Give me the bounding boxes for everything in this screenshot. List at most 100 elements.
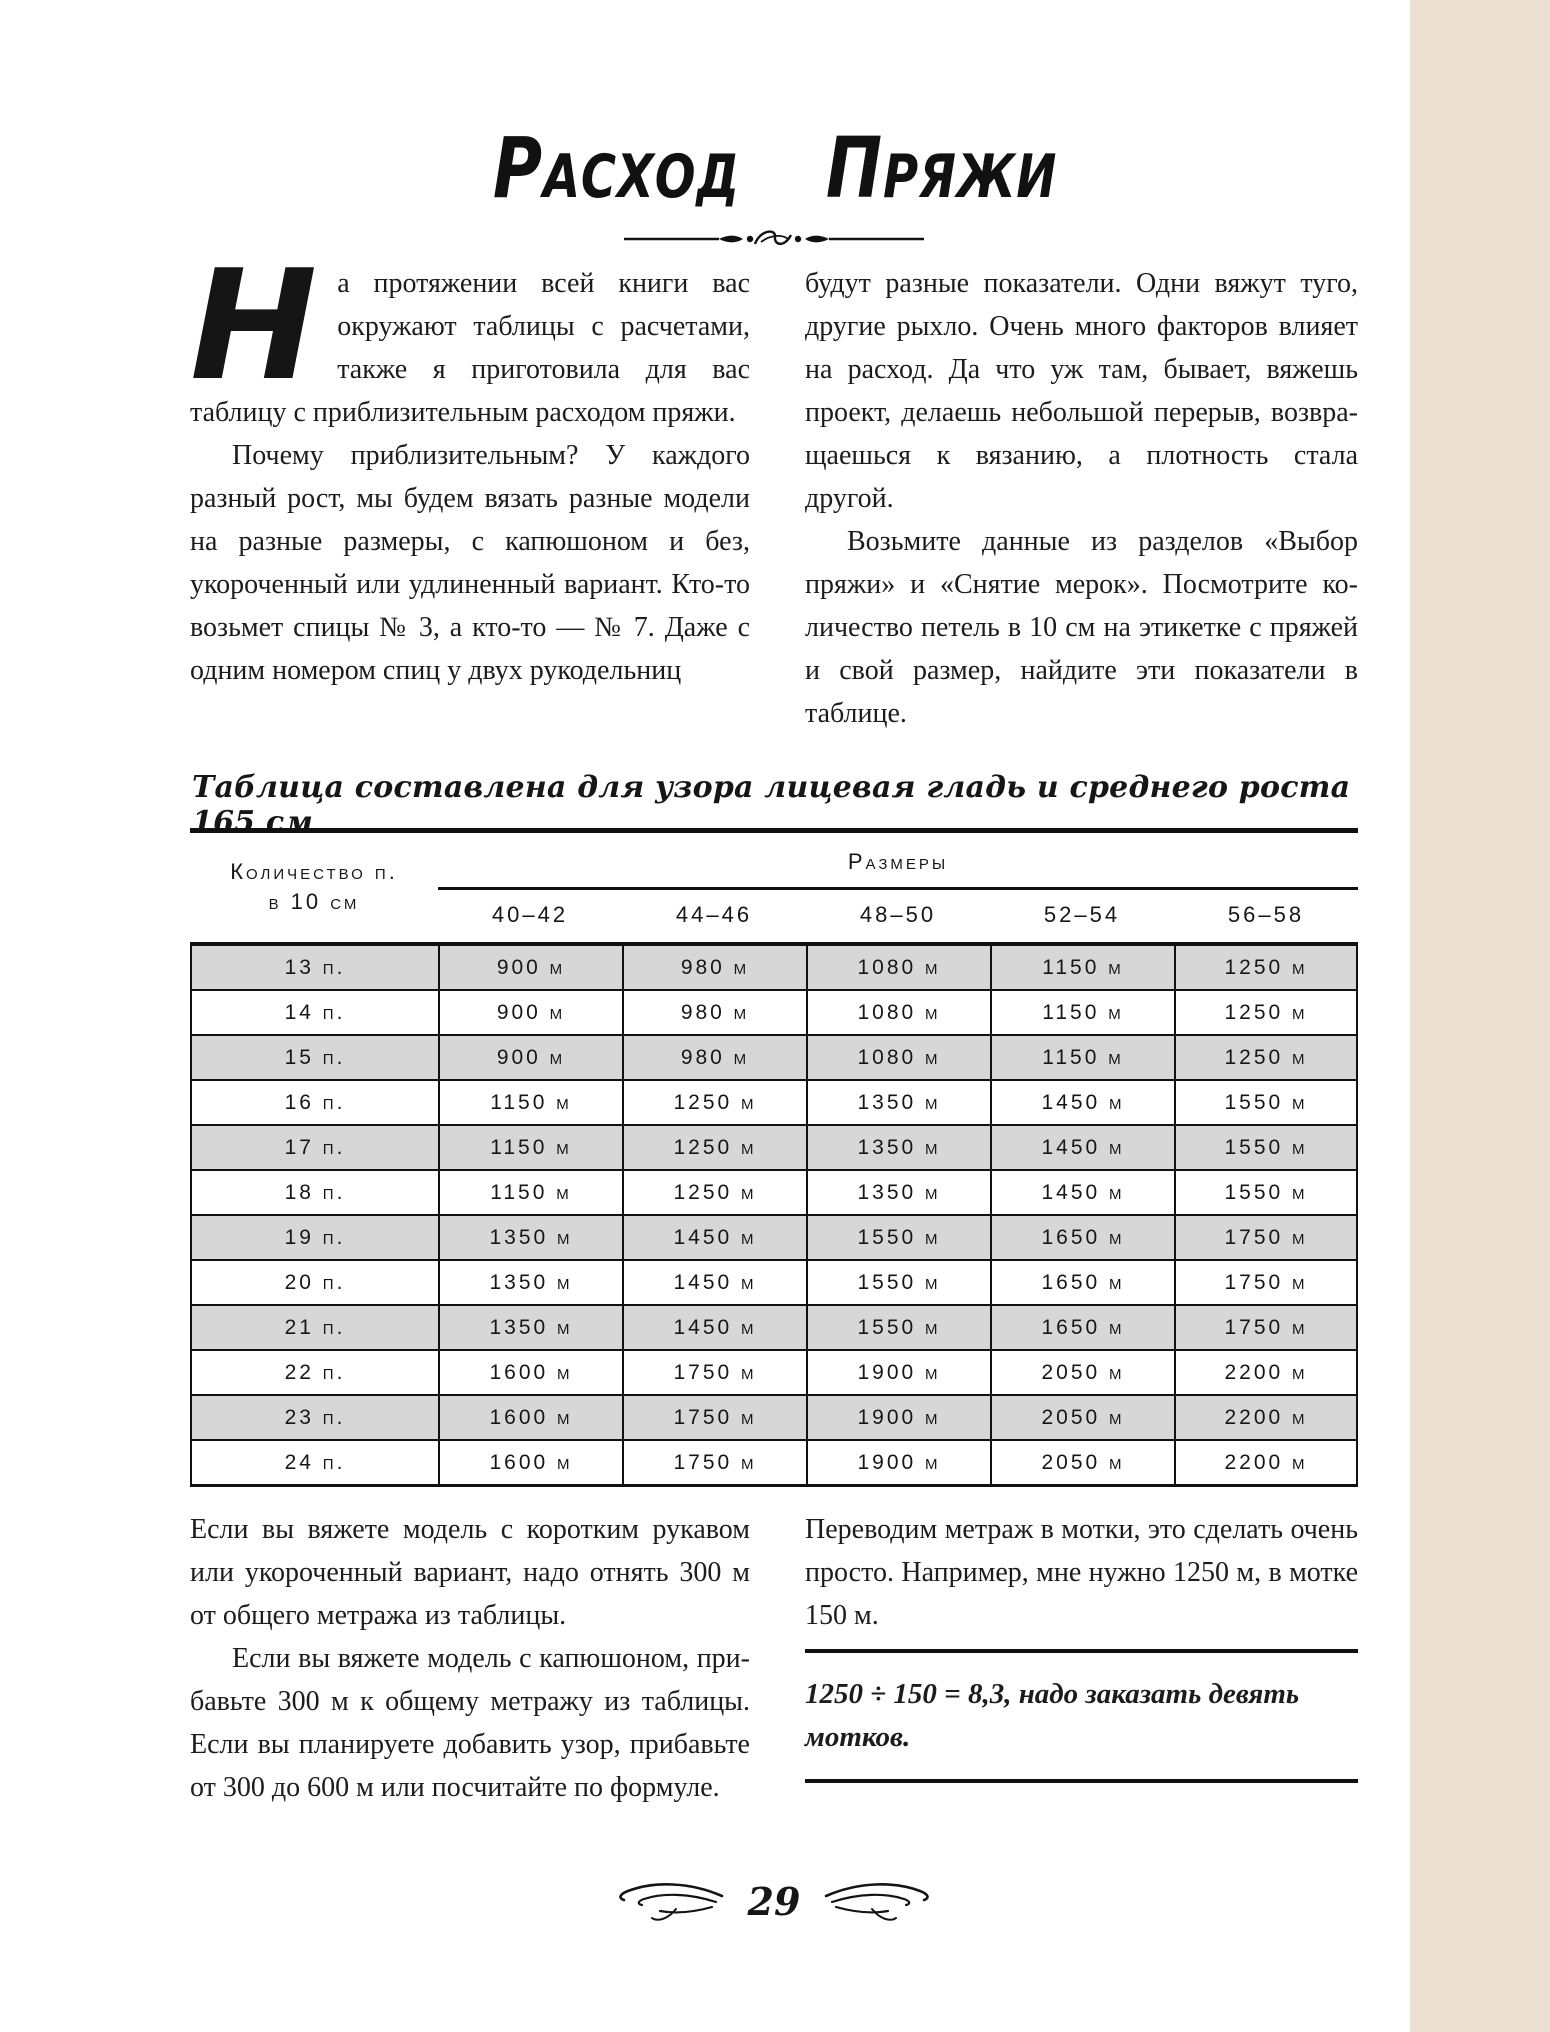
yarn-amount-cell: 1150 м: [438, 1126, 622, 1171]
yarn-amount-cell: 980 м: [622, 942, 806, 991]
table-row: 18 п. 1150 м 1250 м 1350 м 1450 м 1550 м: [190, 1171, 1359, 1216]
yarn-amount-cell: 1550 м: [806, 1216, 990, 1261]
yarn-amount-cell: 1150 м: [990, 991, 1174, 1036]
yarn-amount-cell: 1450 м: [622, 1216, 806, 1261]
table-row: 13 п. 900 м 980 м 1080 м 1150 м 1250 м: [190, 942, 1359, 991]
yarn-amount-cell: 1350 м: [806, 1081, 990, 1126]
row-label-cell: 15 п.: [190, 1036, 438, 1081]
yarn-amount-cell: 1450 м: [990, 1081, 1174, 1126]
yarn-amount-cell: 1450 м: [622, 1306, 806, 1351]
yarn-amount-cell: 2200 м: [1174, 1351, 1359, 1396]
table-row: 20 п. 1350 м 1450 м 1550 м 1650 м 1750 м: [190, 1261, 1359, 1306]
size-column-header: 56–58: [1227, 902, 1305, 927]
table-row: 24 п. 1600 м 1750 м 1900 м 2050 м 2200 м: [190, 1441, 1359, 1487]
intro-paragraph-4: Возьмите данные из разделов «Выбор пряжи…: [805, 526, 1358, 729]
sizes-group-header: Размеры: [438, 833, 1359, 890]
yarn-amount-cell: 1550 м: [806, 1261, 990, 1306]
yarn-amount-cell: 980 м: [622, 991, 806, 1036]
page-number: 29: [747, 1878, 801, 1924]
row-label-cell: 19 п.: [190, 1216, 438, 1261]
yarn-amount-cell: 1550 м: [1174, 1081, 1359, 1126]
formula-text: 1250 ÷ 150 = 8,3, надо заказать девять м…: [805, 1678, 1300, 1753]
yarn-amount-cell: 1250 м: [622, 1081, 806, 1126]
stitch-count-header: Количество п. в 10 см: [190, 833, 438, 942]
yarn-amount-cell: 1750 м: [622, 1441, 806, 1487]
table-row: 21 п. 1350 м 1450 м 1550 м 1650 м 1750 м: [190, 1306, 1359, 1351]
page-content: Расход пряжи: [190, 0, 1359, 2032]
table-row: 14 п. 900 м 980 м 1080 м 1150 м 1250 м: [190, 991, 1359, 1036]
outro-paragraph-1: Если вы вяжете модель с коротким рукавом…: [190, 1514, 750, 1631]
yarn-amount-cell: 2200 м: [1174, 1441, 1359, 1487]
yarn-amount-cell: 1080 м: [806, 1036, 990, 1081]
title-word-2: пряжи: [825, 119, 1057, 217]
row-label-cell: 13 п.: [190, 942, 438, 991]
yarn-consumption-table: Количество п. в 10 см Размеры 40–42 44–4…: [190, 828, 1359, 1487]
divider-ornament-icon: [190, 226, 1358, 252]
yarn-amount-cell: 1450 м: [990, 1126, 1174, 1171]
size-column-header: 48–50: [859, 902, 937, 927]
yarn-amount-cell: 1900 м: [806, 1351, 990, 1396]
yarn-amount-cell: 1550 м: [806, 1306, 990, 1351]
yarn-amount-cell: 1900 м: [806, 1441, 990, 1487]
table-row: 17 п. 1150 м 1250 м 1350 м 1450 м 1550 м: [190, 1126, 1359, 1171]
drop-cap-letter: Н: [190, 237, 318, 414]
yarn-amount-cell: 980 м: [622, 1036, 806, 1081]
yarn-amount-cell: 900 м: [438, 991, 622, 1036]
yarn-amount-cell: 1900 м: [806, 1396, 990, 1441]
outro-paragraph-2: Если вы вяжете модель с капюшоном, при­б…: [190, 1643, 750, 1803]
table-row: 23 п. 1600 м 1750 м 1900 м 2050 м 2200 м: [190, 1396, 1359, 1441]
yarn-amount-cell: 1350 м: [806, 1126, 990, 1171]
intro-paragraph-2: Почему приблизительным? У каждого разный…: [190, 440, 750, 686]
table-row: 19 п. 1350 м 1450 м 1550 м 1650 м 1750 м: [190, 1216, 1359, 1261]
page-title: Расход пряжи: [190, 124, 1358, 212]
stitch-count-header-line2: в 10 см: [268, 888, 360, 914]
yarn-amount-cell: 1350 м: [806, 1171, 990, 1216]
yarn-amount-cell: 1600 м: [438, 1441, 622, 1487]
yarn-amount-cell: 1650 м: [990, 1261, 1174, 1306]
table-row: 16 п. 1150 м 1250 м 1350 м 1450 м 1550 м: [190, 1081, 1359, 1126]
yarn-amount-cell: 1450 м: [990, 1171, 1174, 1216]
size-column-header: 40–42: [491, 902, 569, 927]
yarn-amount-cell: 1750 м: [622, 1351, 806, 1396]
yarn-amount-cell: 1150 м: [438, 1171, 622, 1216]
yarn-amount-cell: 1600 м: [438, 1396, 622, 1441]
yarn-amount-cell: 1750 м: [622, 1396, 806, 1441]
yarn-amount-cell: 2200 м: [1174, 1396, 1359, 1441]
yarn-amount-cell: 1150 м: [990, 942, 1174, 991]
flourish-right-icon: [825, 1883, 930, 1921]
formula-box: 1250 ÷ 150 = 8,3, надо заказать девять м…: [805, 1649, 1358, 1783]
page-footer: 29: [190, 1878, 1358, 1924]
size-column-header: 52–54: [1043, 902, 1121, 927]
intro-paragraph-3: будут разные показатели. Одни вяжут туго…: [805, 268, 1358, 514]
yarn-amount-cell: 1650 м: [990, 1306, 1174, 1351]
yarn-amount-cell: 1750 м: [1174, 1216, 1359, 1261]
yarn-amount-cell: 1550 м: [1174, 1171, 1359, 1216]
row-label-cell: 23 п.: [190, 1396, 438, 1441]
stitch-count-header-line1: Количество п.: [230, 858, 398, 884]
chapter-title-block: Расход пряжи: [190, 124, 1358, 252]
yarn-amount-cell: 900 м: [438, 942, 622, 991]
yarn-amount-cell: 1250 м: [1174, 991, 1359, 1036]
yarn-amount-cell: 2050 м: [990, 1396, 1174, 1441]
row-label-cell: 17 п.: [190, 1126, 438, 1171]
outro-left-column: Если вы вяжете модель с коротким рукавом…: [190, 1508, 750, 1809]
table-row: 22 п. 1600 м 1750 м 1900 м 2050 м 2200 м: [190, 1351, 1359, 1396]
row-label-cell: 24 п.: [190, 1441, 438, 1487]
yarn-amount-cell: 1350 м: [438, 1216, 622, 1261]
table-caption: Таблица составлена для узора лицевая гла…: [192, 770, 1351, 840]
row-label-cell: 18 п.: [190, 1171, 438, 1216]
size-column-header: 44–46: [675, 902, 753, 927]
intro-paragraph-1-text: а протяжении всей книги вас окру­жают та…: [190, 268, 750, 428]
yarn-amount-cell: 1750 м: [1174, 1261, 1359, 1306]
yarn-amount-cell: 1080 м: [806, 942, 990, 991]
title-word-1: Расход: [492, 119, 740, 217]
table-body: 13 п. 900 м 980 м 1080 м 1150 м 1250 м 14 п. 90…: [190, 942, 1359, 1487]
intro-right-column: будут разные показатели. Одни вяжут туго…: [805, 262, 1358, 735]
yarn-amount-cell: 1350 м: [438, 1306, 622, 1351]
yarn-amount-cell: 1600 м: [438, 1351, 622, 1396]
yarn-amount-cell: 2050 м: [990, 1351, 1174, 1396]
